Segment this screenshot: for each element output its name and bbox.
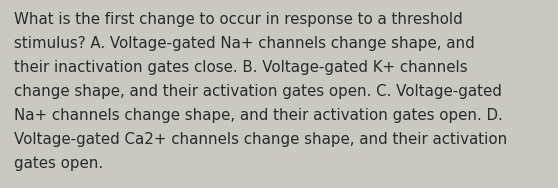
Text: What is the first change to occur in response to a threshold: What is the first change to occur in res… bbox=[14, 12, 463, 27]
Text: their inactivation gates close. B. Voltage-gated K+ channels: their inactivation gates close. B. Volta… bbox=[14, 60, 468, 75]
Text: change shape, and their activation gates open. C. Voltage-gated: change shape, and their activation gates… bbox=[14, 84, 502, 99]
Text: stimulus? A. Voltage-gated Na+ channels change shape, and: stimulus? A. Voltage-gated Na+ channels … bbox=[14, 36, 475, 51]
Text: Voltage-gated Ca2+ channels change shape, and their activation: Voltage-gated Ca2+ channels change shape… bbox=[14, 132, 507, 147]
Text: gates open.: gates open. bbox=[14, 156, 103, 171]
Text: Na+ channels change shape, and their activation gates open. D.: Na+ channels change shape, and their act… bbox=[14, 108, 503, 123]
